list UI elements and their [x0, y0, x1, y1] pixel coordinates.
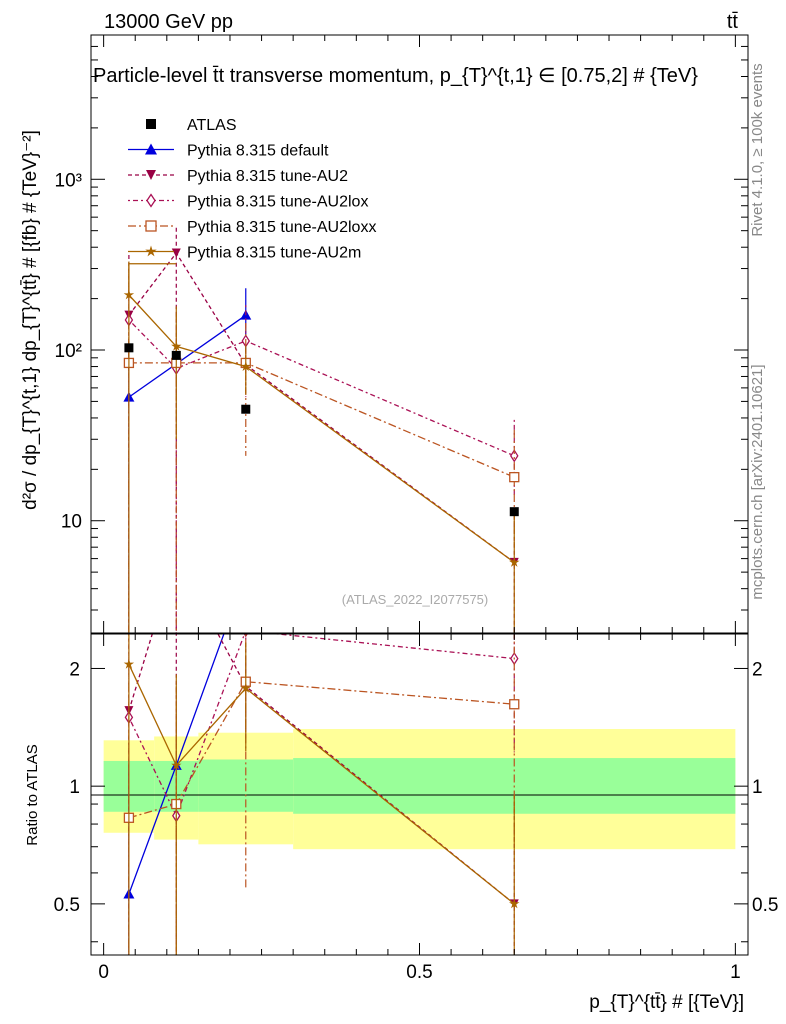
legend-item: Pythia 8.315 default — [128, 143, 329, 160]
legend-item: ATLAS — [146, 117, 237, 134]
energy-label: 13000 GeV pp — [104, 11, 233, 33]
ratio-y-tick-label-right: 2 — [752, 659, 763, 680]
main-series-atlas — [124, 343, 519, 517]
ratio-data-point — [171, 759, 182, 770]
ratio-data-point — [509, 699, 520, 710]
analysis-watermark: (ATLAS_2022_I2077575) — [342, 592, 488, 607]
ratio-series-line — [128, 681, 515, 819]
legend-label: Pythia 8.315 tune-AU2loxx — [187, 219, 376, 236]
chart-title: Particle-level t̄t transverse momentum, … — [93, 65, 698, 87]
y-axis-label: d²σ / dp_{T}^{t,1} dp_{T}^{tt̄} # [{fb} … — [20, 130, 41, 510]
main-series-line — [128, 319, 515, 457]
ratio-y-tick-label-right: 1 — [752, 777, 763, 798]
ratio-data-point — [240, 682, 251, 693]
mcplots-label: mcplots.cern.ch [arXiv:2401.10621] — [749, 364, 766, 599]
ratio-series-line — [128, 634, 515, 905]
main-data-point — [241, 404, 251, 414]
ratio-y-axis-label: Ratio to ATLAS — [24, 744, 41, 845]
x-axis-label: p_{T}^{tt̄} # [{TeV}] — [589, 992, 744, 1013]
legend-label: Pythia 8.315 default — [187, 143, 329, 160]
legend-label: Pythia 8.315 tune-AU2 — [187, 168, 348, 185]
legend-label: ATLAS — [187, 117, 237, 134]
main-data-point — [509, 449, 519, 463]
main-data-point — [509, 556, 520, 567]
legend-item: Pythia 8.315 tune-AU2loxx — [128, 219, 376, 236]
ratio-series-line — [128, 634, 515, 818]
ratio-data-point — [509, 898, 520, 909]
main-data-point — [509, 472, 520, 483]
legend-marker — [146, 119, 156, 129]
x-tick-label: 1 — [730, 962, 741, 983]
main-series-line — [128, 251, 515, 563]
legend-marker — [145, 143, 157, 155]
legend-marker — [146, 193, 156, 208]
legend-label: Pythia 8.315 tune-AU2m — [187, 245, 361, 262]
legend-item: Pythia 8.315 tune-AU2 — [128, 168, 348, 185]
legend-label: Pythia 8.315 tune-AU2lox — [187, 194, 368, 211]
main-series-line — [128, 294, 515, 563]
ratio-series-pythia-8-315-tune-au2m — [123, 634, 520, 955]
ratio-y-tick-label-right: 0.5 — [752, 895, 778, 916]
main-panel: 0 0.5 1 10 10² 10³ 0.5 0.5 1 1 2 2 — [54, 34, 779, 983]
y-tick-label: 10 — [61, 512, 82, 533]
x-tick-label: 0.5 — [406, 962, 432, 983]
main-data-point — [509, 507, 519, 517]
main-data-point — [124, 343, 134, 353]
ratio-y-tick-label: 2 — [69, 659, 80, 680]
legend: ATLAS Pythia 8.315 default Pythia 8.315 tu… — [128, 117, 376, 262]
main-data-point — [171, 340, 182, 351]
axis-tick-labels: 0 0.5 1 10 10² 10³ 0.5 0.5 1 1 2 2 — [54, 170, 779, 983]
main-series-line — [128, 314, 247, 398]
axis-ticks — [91, 34, 748, 955]
rivet-label: Rivet 4.1.0, ≥ 100k events — [749, 63, 766, 236]
ratio-series-group — [123, 634, 520, 955]
ratio-y-tick-label: 1 — [69, 777, 80, 798]
ratio-y-tick-label: 0.5 — [54, 895, 80, 916]
legend-marker — [146, 170, 156, 180]
main-data-point — [171, 350, 181, 360]
ratio-uncertainty-bands — [103, 729, 736, 850]
main-series-group — [123, 227, 520, 633]
legend-marker — [145, 245, 157, 257]
main-data-point — [171, 248, 181, 258]
main-series-pythia-8-315-tune-au2m — [123, 261, 520, 633]
y-tick-label: 10² — [55, 341, 82, 362]
main-series-step — [128, 263, 177, 295]
main-series-line — [128, 362, 515, 478]
legend-marker — [145, 220, 157, 232]
x-tick-label: 0 — [98, 962, 109, 983]
ratio-series-line — [128, 664, 515, 905]
ratio-data-point — [123, 658, 135, 669]
legend-item: Pythia 8.315 tune-AU2lox — [128, 193, 368, 211]
legend-item: Pythia 8.315 tune-AU2m — [128, 245, 361, 262]
main-data-point — [240, 361, 251, 371]
process-label: tt̄ — [727, 11, 739, 33]
y-tick-label: 10³ — [55, 170, 82, 191]
